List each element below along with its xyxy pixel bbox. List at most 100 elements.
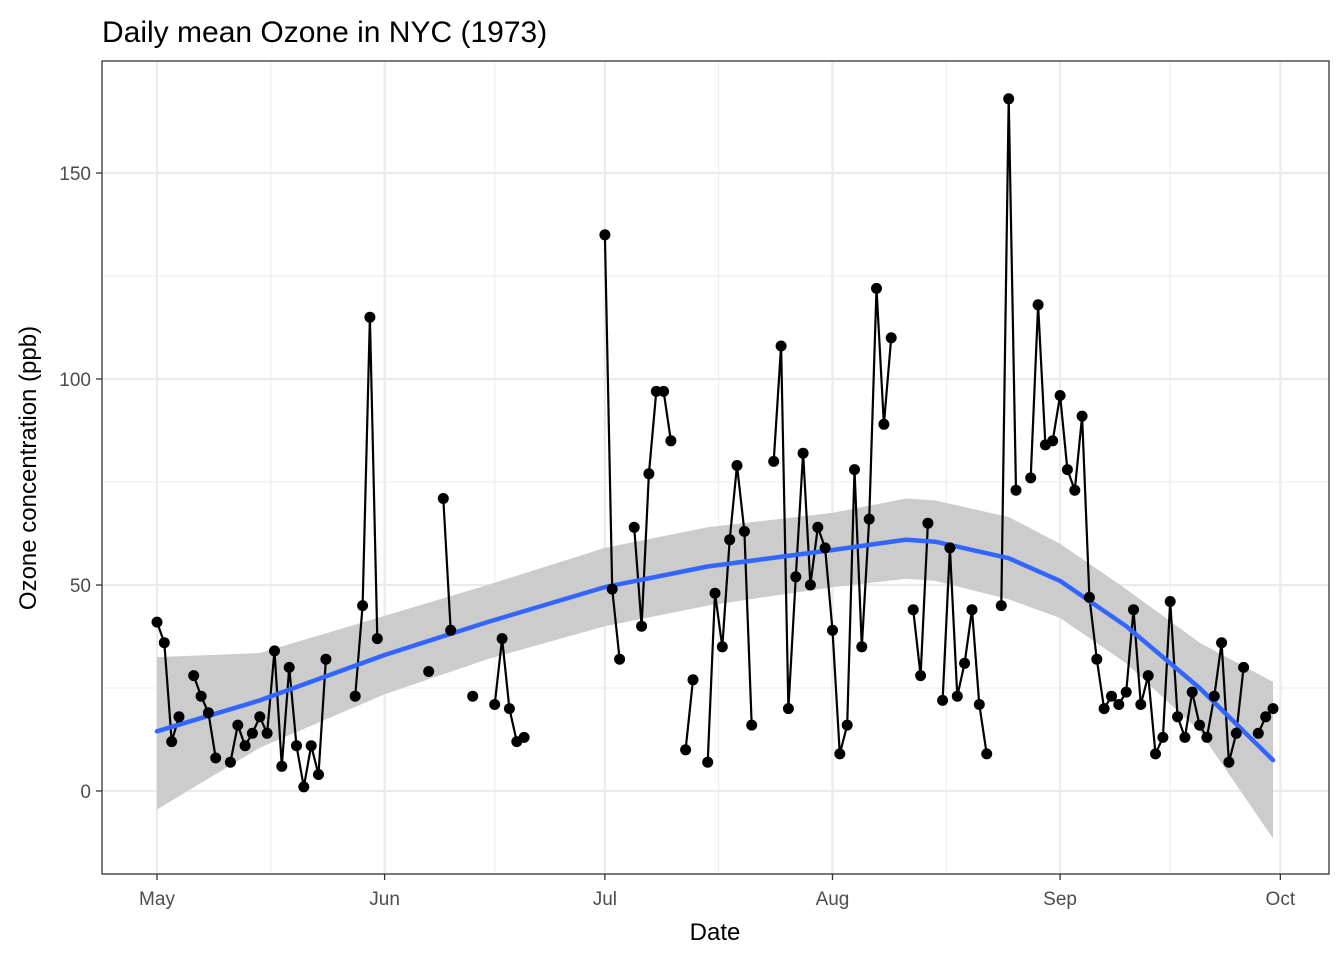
data-point xyxy=(166,736,178,748)
data-point xyxy=(856,641,868,653)
data-point xyxy=(614,653,626,665)
data-point xyxy=(937,694,949,706)
data-point xyxy=(1113,699,1125,710)
data-point xyxy=(959,657,971,669)
data-point xyxy=(636,620,648,632)
data-point xyxy=(1186,686,1198,698)
data-point xyxy=(202,707,214,719)
data-point xyxy=(1025,472,1037,484)
data-point xyxy=(298,781,310,793)
data-point xyxy=(1150,748,1161,760)
data-point xyxy=(1047,435,1059,447)
ozone-points xyxy=(151,93,1279,793)
data-point xyxy=(158,637,170,649)
ozone-line-segment xyxy=(192,675,217,759)
y-axis: 0 50 100 150 xyxy=(59,164,102,803)
plot-panel xyxy=(102,61,1329,874)
data-point xyxy=(966,604,978,616)
data-point xyxy=(1142,670,1154,682)
x-tick-label: Jul xyxy=(593,889,617,910)
data-point xyxy=(827,624,838,636)
data-point xyxy=(1194,719,1206,731)
data-point xyxy=(1216,637,1228,649)
data-point xyxy=(863,513,875,525)
ozone-line-segment xyxy=(442,498,452,631)
data-point xyxy=(1069,484,1081,496)
data-point xyxy=(907,604,919,616)
data-point xyxy=(276,760,288,772)
data-point xyxy=(643,468,655,480)
data-point xyxy=(1252,727,1264,739)
ozone-line-segment xyxy=(633,390,672,628)
data-point xyxy=(628,521,640,533)
data-point xyxy=(606,583,618,595)
data-point xyxy=(1201,731,1213,743)
data-point xyxy=(797,447,809,459)
data-point xyxy=(283,661,295,673)
ozone-line-segment xyxy=(354,316,379,697)
data-point xyxy=(1238,661,1250,673)
data-point xyxy=(1223,756,1235,768)
data-point xyxy=(489,699,501,710)
data-point xyxy=(790,571,802,583)
data-point xyxy=(173,711,185,723)
data-point xyxy=(1091,653,1103,665)
data-point xyxy=(467,690,479,702)
data-point xyxy=(1032,299,1044,311)
ozone-line-segment xyxy=(684,679,695,750)
data-point xyxy=(445,624,457,636)
data-point xyxy=(246,727,258,739)
data-point xyxy=(680,744,692,756)
data-point xyxy=(195,690,207,702)
data-point xyxy=(261,727,273,739)
data-point xyxy=(305,740,317,752)
data-point xyxy=(291,740,302,752)
data-point xyxy=(210,752,222,764)
data-point xyxy=(1128,604,1139,616)
data-point xyxy=(269,645,280,657)
data-point xyxy=(1230,727,1242,739)
data-point xyxy=(944,542,956,554)
data-point xyxy=(1267,703,1279,715)
data-point xyxy=(503,703,515,715)
x-tick-label: Jun xyxy=(369,889,400,910)
y-tick-label: 0 xyxy=(80,782,91,803)
y-tick-label: 150 xyxy=(59,164,91,185)
data-point xyxy=(687,674,699,686)
data-point xyxy=(518,731,530,743)
data-point xyxy=(1157,731,1169,743)
data-point xyxy=(232,719,244,731)
data-point xyxy=(1003,93,1015,105)
data-point xyxy=(981,748,993,760)
data-point xyxy=(151,616,163,628)
y-tick-label: 100 xyxy=(59,370,91,391)
data-point xyxy=(709,587,721,599)
data-point xyxy=(1120,686,1132,698)
data-point xyxy=(665,435,677,447)
x-tick-label: May xyxy=(139,889,175,910)
data-point xyxy=(437,493,449,504)
data-point xyxy=(599,229,611,241)
data-point xyxy=(1208,690,1220,702)
data-point xyxy=(768,455,780,467)
data-point xyxy=(496,633,508,645)
data-point xyxy=(1164,596,1176,607)
data-point xyxy=(922,517,934,529)
data-point xyxy=(746,719,758,731)
y-tick-label: 50 xyxy=(70,576,91,597)
data-point xyxy=(1172,711,1184,723)
y-axis-title: Ozone concentration (ppb) xyxy=(15,326,42,610)
data-point xyxy=(239,740,251,752)
data-point xyxy=(782,703,794,715)
x-tick-label: Aug xyxy=(816,889,850,910)
x-axis: May Jun Jul Aug Sep Oct xyxy=(139,874,1296,910)
data-point xyxy=(188,670,200,682)
ozone-line-segment xyxy=(1029,303,1245,764)
data-point xyxy=(812,521,824,533)
data-point xyxy=(995,600,1007,612)
data-point xyxy=(1135,699,1147,710)
data-point xyxy=(724,534,736,546)
data-point xyxy=(1260,711,1272,723)
data-point xyxy=(313,769,324,780)
